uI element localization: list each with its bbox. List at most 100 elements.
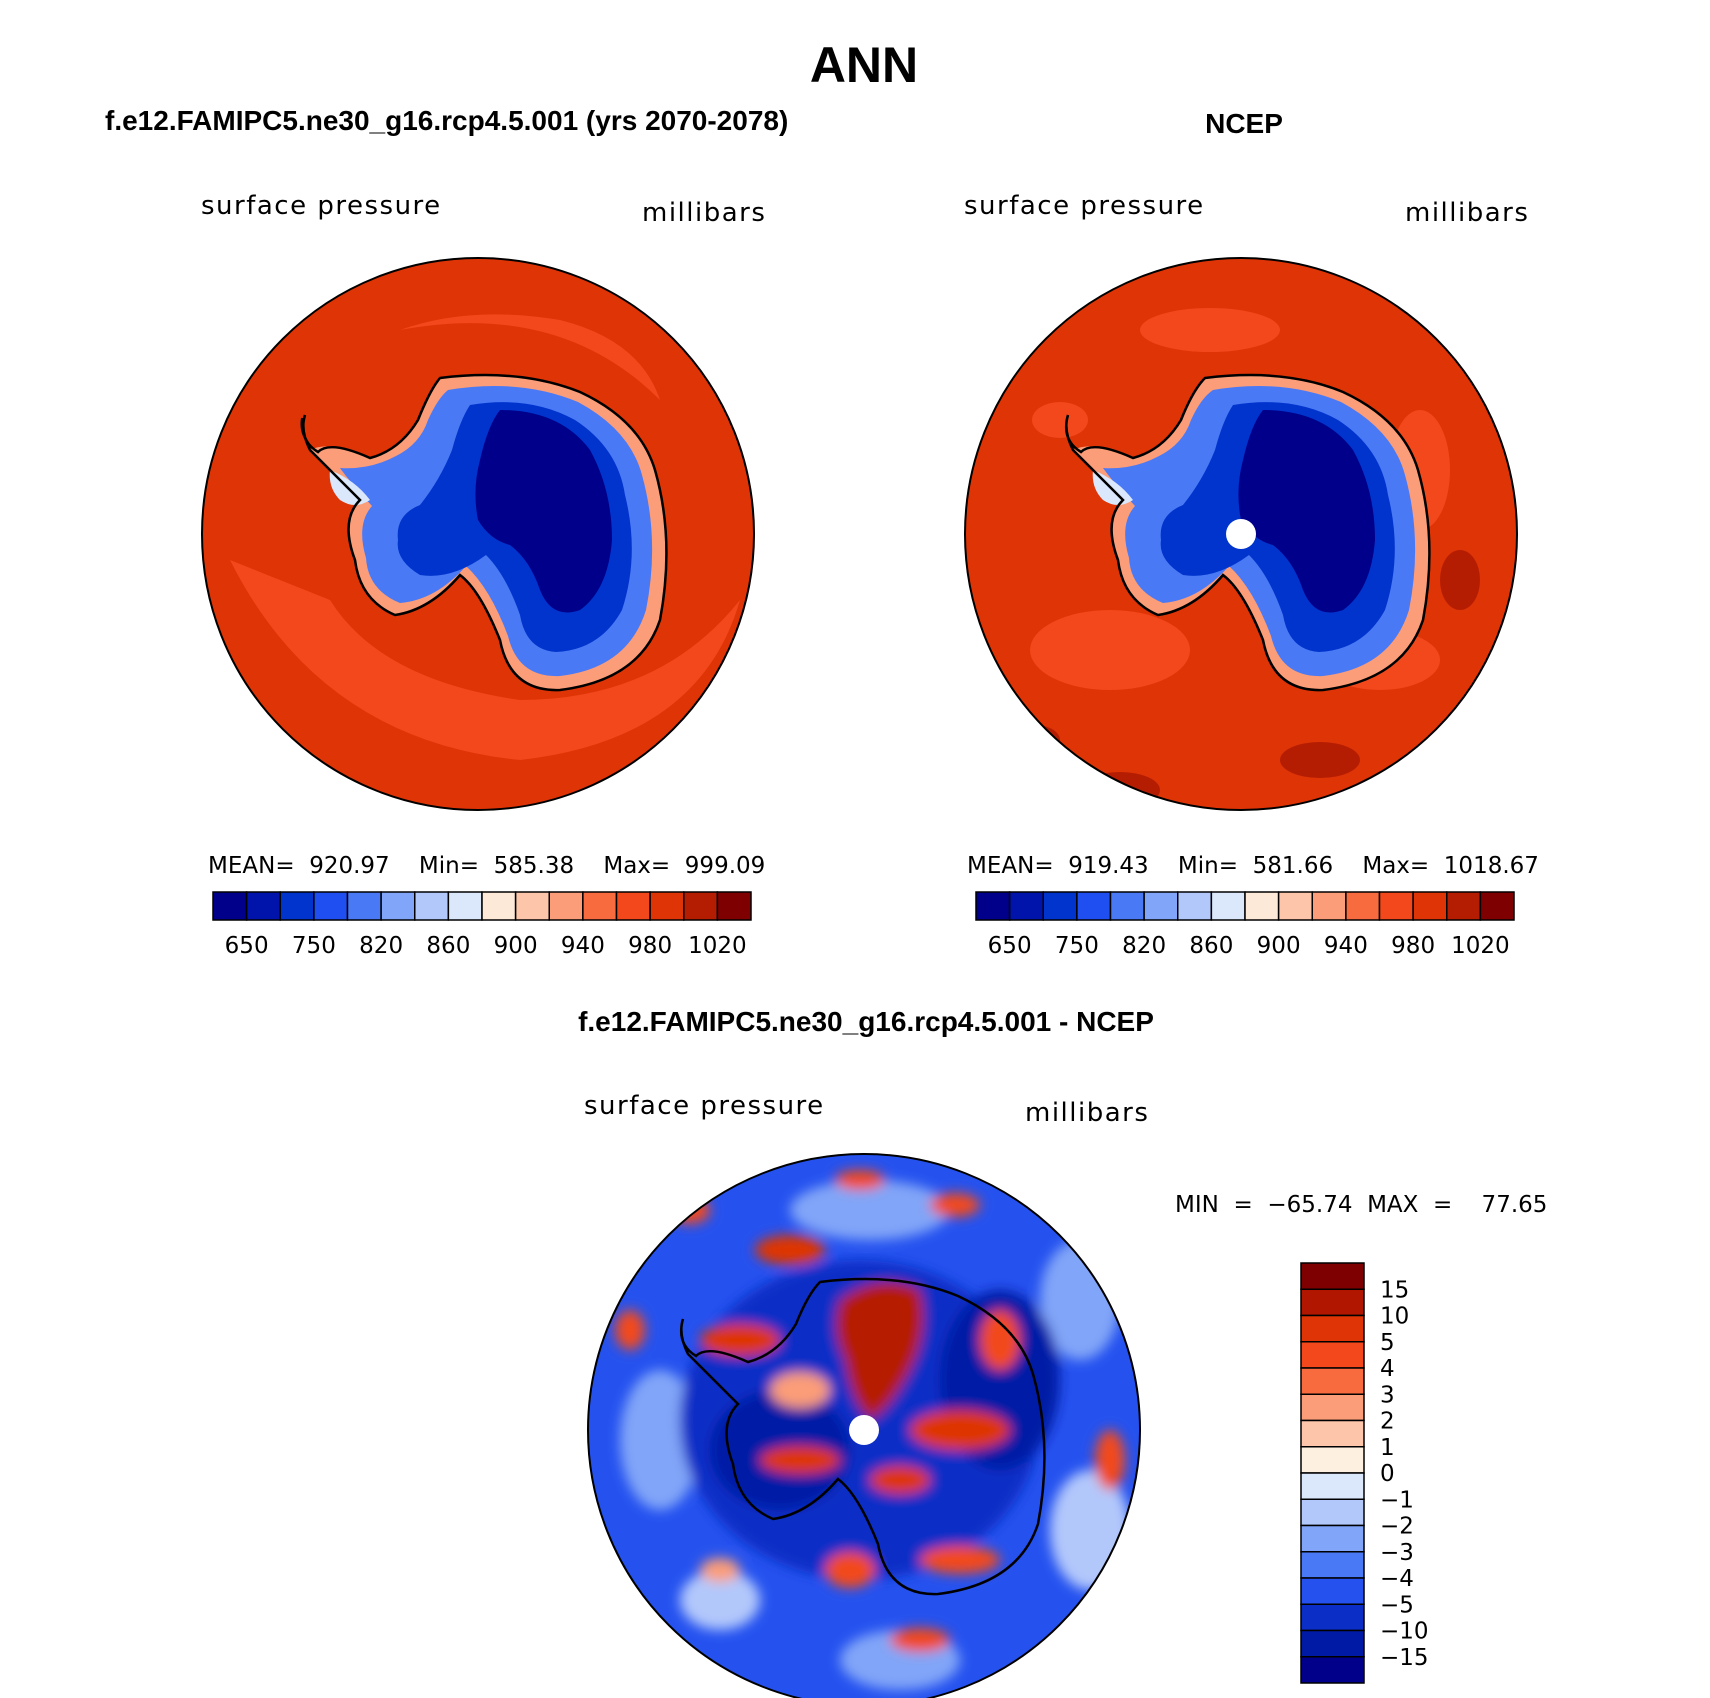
diff-colorbar-tick-label: 1 (1380, 1435, 1395, 1461)
obs-colorbar-tick-label: 860 (1189, 933, 1233, 959)
diff-colorbar-swatch (1300, 1472, 1365, 1500)
obs-colorbar-swatch (975, 891, 1011, 921)
obs-stats-text: MEAN= 919.43 Min= 581.66 Max= 1018.67 (967, 853, 1539, 879)
model-colorbar-tick-label: 980 (628, 933, 672, 959)
model-colorbar-swatch (212, 891, 248, 921)
model-colorbar-swatch (582, 891, 618, 921)
model-colorbar-swatch (683, 891, 719, 921)
obs-polar-map (964, 257, 1518, 811)
main-title: ANN (810, 37, 918, 93)
diff-colorbar-swatch (1300, 1288, 1365, 1317)
obs-colorbar-tick-label: 1020 (1451, 933, 1510, 959)
diff-colorbar-tick-label: −1 (1380, 1487, 1414, 1513)
obs-colorbar-swatch (1210, 891, 1246, 921)
obs-panel-header: NCEP (1205, 108, 1283, 139)
model-colorbar-tick-label: 860 (426, 933, 470, 959)
model-colorbar-tick-label: 1020 (688, 933, 747, 959)
diff-colorbar-swatch (1300, 1524, 1365, 1553)
diff-colorbar-swatch (1300, 1629, 1365, 1658)
diff-variable-label: surface pressure (584, 1091, 825, 1121)
model-panel-header: f.e12.FAMIPC5.ne30_g16.rcp4.5.001 (yrs 2… (105, 105, 788, 136)
obs-colorbar-tick-label: 820 (1122, 933, 1166, 959)
model-colorbar-swatch (279, 891, 315, 921)
obs-colorbar-swatch (1277, 891, 1313, 921)
diff-colorbar-swatch (1300, 1446, 1365, 1474)
obs-colorbar-swatch (1378, 891, 1414, 921)
diff-colorbar-swatch (1300, 1262, 1365, 1290)
diff-colorbar-tick-label: −4 (1380, 1566, 1414, 1592)
model-colorbar (212, 891, 752, 921)
model-polar-map (201, 257, 755, 811)
diff-colorbar-tick-label: 2 (1380, 1409, 1395, 1435)
diff-colorbar-tick-label: −3 (1380, 1540, 1414, 1566)
model-colorbar-swatch (447, 891, 483, 921)
diff-colorbar-tick-label: −15 (1380, 1645, 1429, 1671)
model-colorbar-swatch (716, 891, 752, 921)
diff-colorbar-swatch (1300, 1367, 1365, 1395)
diff-colorbar-swatch (1300, 1656, 1365, 1684)
model-colorbar-swatch (615, 891, 651, 921)
model-colorbar-swatch (313, 891, 349, 921)
diff-colorbar-swatch (1300, 1603, 1365, 1632)
model-colorbar-swatch (380, 891, 416, 921)
model-colorbar-tick-label: 750 (292, 933, 336, 959)
model-stats-text: MEAN= 920.97 Min= 585.38 Max= 999.09 (208, 853, 765, 879)
diff-colorbar-swatch (1300, 1551, 1365, 1579)
obs-units-label: millibars (1405, 198, 1529, 228)
model-colorbar-labels: 650 750 820 860 900 940 980 1020 (225, 933, 747, 959)
diff-colorbar-swatch (1300, 1577, 1365, 1605)
model-colorbar-tick-label: 940 (561, 933, 605, 959)
model-units-label: millibars (642, 198, 766, 228)
diff-colorbar-swatch (1300, 1393, 1365, 1422)
obs-colorbar-swatch (1109, 891, 1145, 921)
obs-colorbar-tick-label: 940 (1324, 933, 1368, 959)
obs-colorbar-tick-label: 980 (1391, 933, 1435, 959)
diff-colorbar-swatch (1300, 1341, 1365, 1369)
diff-colorbar-tick-label: 4 (1380, 1356, 1395, 1382)
obs-colorbar-swatch (1345, 891, 1381, 921)
diff-colorbar-tick-label: 10 (1380, 1304, 1409, 1330)
model-colorbar-tick-label: 820 (359, 933, 403, 959)
obs-colorbar-swatch (1076, 891, 1112, 921)
diff-colorbar-tick-label: 5 (1380, 1330, 1395, 1356)
obs-variable-label: surface pressure (964, 191, 1205, 221)
obs-colorbar-tick-label: 750 (1055, 933, 1099, 959)
model-colorbar-tick-label: 900 (494, 933, 538, 959)
obs-colorbar-swatch (1311, 891, 1347, 921)
diff-colorbar-tick-label: 15 (1380, 1277, 1409, 1303)
obs-colorbar-swatch (1479, 891, 1515, 921)
diff-panel-header: f.e12.FAMIPC5.ne30_g16.rcp4.5.001 - NCEP (578, 1006, 1154, 1037)
model-colorbar-tick-label: 650 (225, 933, 269, 959)
diff-colorbar-swatch (1300, 1314, 1365, 1343)
model-colorbar-swatch (414, 891, 450, 921)
diff-polar-map (587, 1153, 1141, 1698)
model-colorbar-swatch (649, 891, 685, 921)
obs-colorbar-tick-label: 900 (1257, 933, 1301, 959)
obs-colorbar-swatch (1143, 891, 1179, 921)
model-variable-label: surface pressure (201, 191, 442, 221)
model-colorbar-swatch (481, 891, 517, 921)
diff-colorbar-tick-label: 0 (1380, 1461, 1395, 1487)
obs-colorbar-swatch (1177, 891, 1213, 921)
diff-colorbar-swatch (1300, 1498, 1365, 1527)
diff-units-label: millibars (1025, 1098, 1149, 1128)
diff-colorbar-tick-label: 3 (1380, 1382, 1395, 1408)
obs-colorbar-labels: 650 750 820 860 900 940 980 1020 (988, 933, 1510, 959)
diff-colorbar-tick-label: −10 (1380, 1619, 1429, 1645)
model-colorbar-swatch (514, 891, 550, 921)
obs-colorbar (975, 891, 1515, 921)
diff-colorbar-swatch (1300, 1419, 1365, 1448)
diff-stats-text: MIN = −65.74 MAX = 77.65 (1175, 1192, 1547, 1218)
obs-colorbar-swatch (1042, 891, 1078, 921)
model-colorbar-swatch (548, 891, 584, 921)
obs-colorbar-swatch (1446, 891, 1482, 921)
model-colorbar-swatch (346, 891, 382, 921)
obs-colorbar-swatch (1008, 891, 1044, 921)
obs-colorbar-swatch (1412, 891, 1448, 921)
obs-colorbar-tick-label: 650 (988, 933, 1032, 959)
diff-colorbar (1300, 1262, 1365, 1684)
diff-colorbar-tick-label: −5 (1380, 1592, 1414, 1618)
diff-colorbar-tick-label: −2 (1380, 1514, 1414, 1540)
